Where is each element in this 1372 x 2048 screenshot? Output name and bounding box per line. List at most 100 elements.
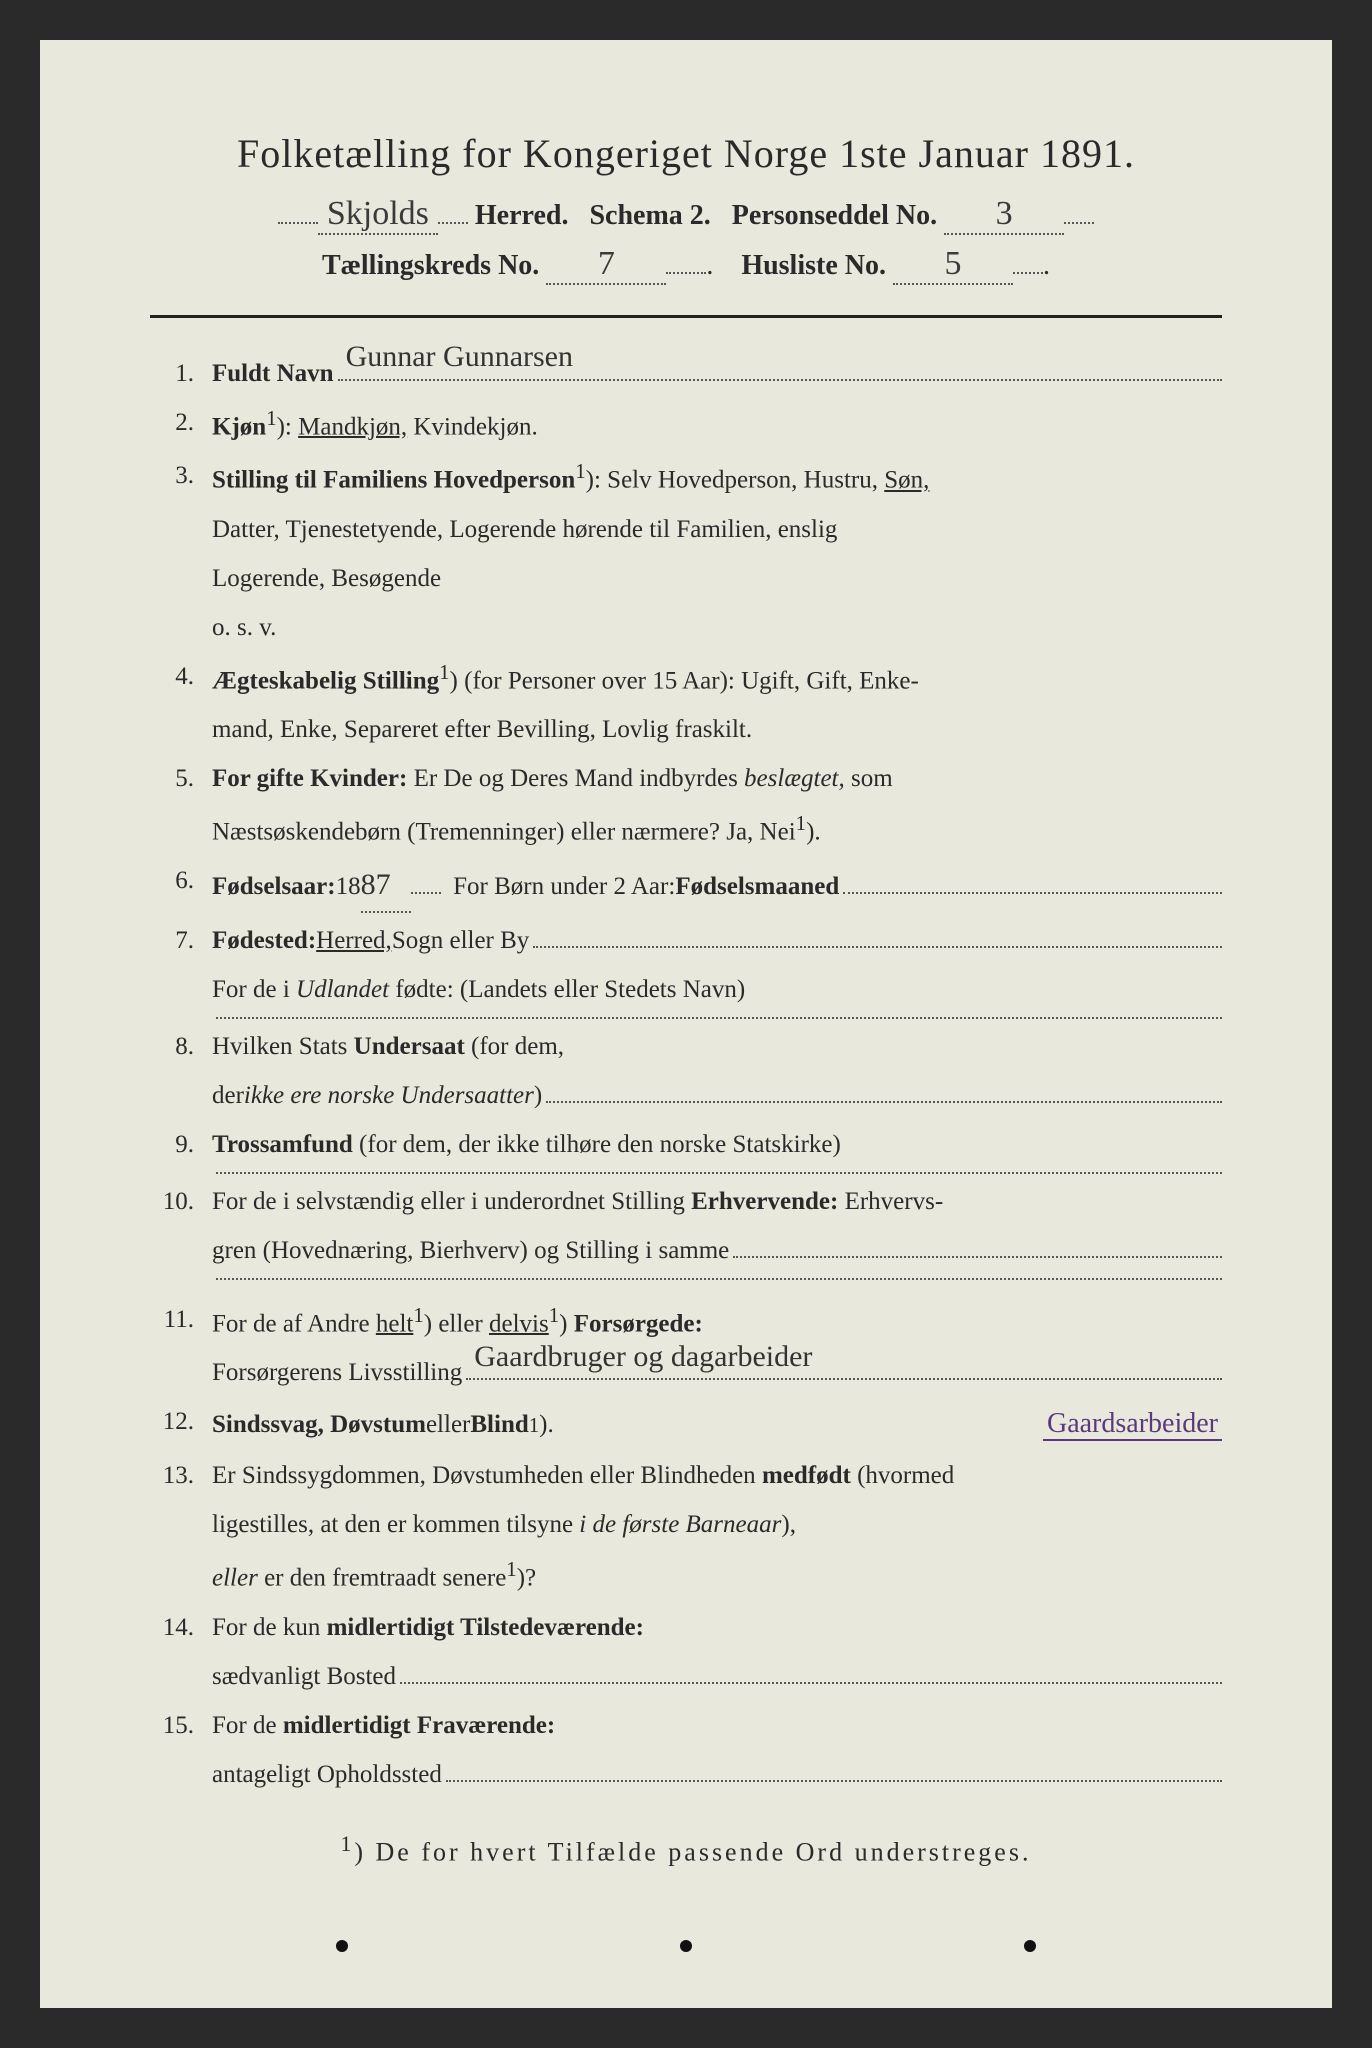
item-12: 12. Sindssvag, Døvstum eller Blind1). Ga… xyxy=(150,1400,1222,1448)
item-num: 13. xyxy=(150,1454,212,1497)
item-label: Undersaat xyxy=(354,1033,465,1060)
item-4: 4. Ægteskabelig Stilling1) (for Personer… xyxy=(150,655,1222,702)
item-italic: i de første Barneaar xyxy=(579,1511,781,1538)
item-text: Kvindekjøn. xyxy=(407,413,538,440)
item-num: 1. xyxy=(150,352,212,395)
item-text: Er Sindssygdommen, Døvstumheden eller Bl… xyxy=(212,1462,762,1489)
footnote: 1) De for hvert Tilfælde passende Ord un… xyxy=(150,1832,1222,1868)
schema-label: Schema 2. xyxy=(589,200,710,231)
item-text: fødte: (Landets eller Stedets Navn) xyxy=(389,976,745,1003)
item-label: Blind xyxy=(470,1403,528,1446)
item-label: midlertidigt Tilstedeværende: xyxy=(327,1614,644,1641)
hole-icon xyxy=(336,1940,348,1952)
year-prefix: 18 xyxy=(336,865,361,908)
item-label: Fødested: xyxy=(212,919,316,962)
census-form-page: Folketælling for Kongeriget Norge 1ste J… xyxy=(40,40,1332,2008)
item-text: er den fremtraadt senere xyxy=(258,1565,506,1592)
item-text: (for dem, xyxy=(465,1033,564,1060)
item-8-cont: der ikke ere norske Undersaatter) xyxy=(150,1074,1222,1117)
item-text: Forsørgerens Livsstilling xyxy=(212,1351,462,1394)
footnote-ref: 1 xyxy=(549,1303,559,1327)
item-13: 13. Er Sindssygdommen, Døvstumheden elle… xyxy=(150,1454,1222,1497)
footnote-ref: 1 xyxy=(575,459,585,483)
item-num: 12. xyxy=(150,1400,212,1448)
item-text: Næstsøskendebørn (Tremenninger) eller næ… xyxy=(212,818,796,845)
item-text: som xyxy=(845,765,893,792)
header-line-2: Tællingskreds No. 7. Husliste No. 5. xyxy=(150,245,1222,285)
item-text: Erhvervs- xyxy=(838,1188,943,1215)
item-num: 15. xyxy=(150,1704,212,1747)
kjon-selected: Mandkjøn, xyxy=(298,413,407,440)
item-num: 14. xyxy=(150,1606,212,1649)
personseddel-label: Personseddel No. xyxy=(732,200,937,231)
item-label: Fødselsmaaned xyxy=(675,865,839,908)
item-label: Stilling til Familiens Hovedperson xyxy=(212,467,575,494)
item-label: Fødselsaar: xyxy=(212,865,336,908)
item-text: antageligt Opholdssted xyxy=(212,1753,442,1796)
footnote-text: ) De for hvert Tilfælde passende Ord und… xyxy=(354,1837,1031,1866)
fodested-selected: Herred, xyxy=(316,919,392,962)
item-text: For de af Andre xyxy=(212,1310,376,1337)
item-3-cont: Datter, Tjenestetyende, Logerende hørend… xyxy=(150,508,1222,551)
item-label: medfødt xyxy=(762,1462,851,1489)
item-num: 4. xyxy=(150,655,212,702)
item-num: 8. xyxy=(150,1025,212,1068)
item-num: 2. xyxy=(150,401,212,448)
item-text: Er De og Deres Mand indbyrdes xyxy=(407,765,744,792)
item-label: Erhvervende: xyxy=(691,1188,838,1215)
herred-label: Herred. xyxy=(475,200,569,231)
item-num: 5. xyxy=(150,757,212,800)
herred-value: Skjolds xyxy=(318,195,438,235)
item-text: sædvanligt Bosted xyxy=(212,1655,396,1698)
item-underline: helt xyxy=(376,1310,414,1337)
item-7-blank xyxy=(150,1017,1222,1019)
purple-annotation: Gaardsarbeider xyxy=(1043,1408,1222,1441)
item-text: )? xyxy=(517,1565,536,1592)
item-label: For gifte Kvinder: xyxy=(212,765,407,792)
item-9: 9. Trossamfund (for dem, der ikke tilhør… xyxy=(150,1123,1222,1166)
item-text: ). xyxy=(806,818,821,845)
item-3-cont: o. s. v. xyxy=(150,606,1222,649)
item-num: 6. xyxy=(150,859,212,913)
item-4-cont: mand, Enke, Separeret efter Bevilling, L… xyxy=(150,708,1222,751)
item-label: Kjøn xyxy=(212,413,266,440)
hole-icon xyxy=(1024,1940,1036,1952)
item-7-cont: For de i Udlandet fødte: (Landets eller … xyxy=(150,968,1222,1011)
taellingskreds-no: 7 xyxy=(546,245,666,285)
item-15: 15. For de midlertidigt Fraværende: xyxy=(150,1704,1222,1747)
item-text: For de kun xyxy=(212,1614,327,1641)
item-num: 9. xyxy=(150,1123,212,1166)
divider-top xyxy=(150,315,1222,318)
footnote-ref: 1 xyxy=(796,811,806,835)
stilling-selected: Søn, xyxy=(884,467,929,494)
item-text: (for dem, der ikke tilhøre den norske St… xyxy=(353,1131,841,1158)
item-text: For de i selvstændig eller i underordnet… xyxy=(212,1188,691,1215)
item-14-cont: sædvanligt Bosted xyxy=(150,1655,1222,1698)
footnote-ref: 1 xyxy=(439,660,449,684)
item-text: ) (for Personer over 15 Aar): Ugift, Gif… xyxy=(450,667,919,694)
item-6: 6. Fødselsaar: 1887 For Børn under 2 Aar… xyxy=(150,859,1222,913)
binding-holes xyxy=(40,1940,1332,1952)
item-italic: eller xyxy=(212,1565,258,1592)
personseddel-no: 3 xyxy=(944,195,1064,235)
item-15-cont: antageligt Opholdssted xyxy=(150,1753,1222,1796)
item-list: 1. Fuldt Navn Gunnar Gunnarsen 2. Kjøn 1)… xyxy=(150,352,1222,1796)
item-text: For de i xyxy=(212,976,296,1003)
footnote-sup: 1 xyxy=(341,1832,355,1856)
item-label: midlertidigt Fraværende: xyxy=(283,1712,555,1739)
item-label: Ægteskabelig Stilling xyxy=(212,667,439,694)
husliste-label: Husliste No. xyxy=(741,250,886,281)
item-text: ): xyxy=(277,413,299,440)
item-1: 1. Fuldt Navn Gunnar Gunnarsen xyxy=(150,352,1222,395)
item-5: 5. For gifte Kvinder: Er De og Deres Man… xyxy=(150,757,1222,800)
item-text: ). xyxy=(539,1403,554,1446)
item-3-cont: Logerende, Besøgende xyxy=(150,557,1222,600)
item-10: 10. For de i selvstændig eller i underor… xyxy=(150,1180,1222,1223)
item-text: For de xyxy=(212,1712,283,1739)
item-text: Hvilken Stats xyxy=(212,1033,354,1060)
item-label: Sindssvag, Døvstum xyxy=(212,1403,426,1446)
item-8: 8. Hvilken Stats Undersaat (for dem, xyxy=(150,1025,1222,1068)
item-num: 3. xyxy=(150,454,212,501)
birth-year-value: 87 xyxy=(361,859,411,913)
item-text: ): Selv Hovedperson, Hustru, xyxy=(586,467,885,494)
